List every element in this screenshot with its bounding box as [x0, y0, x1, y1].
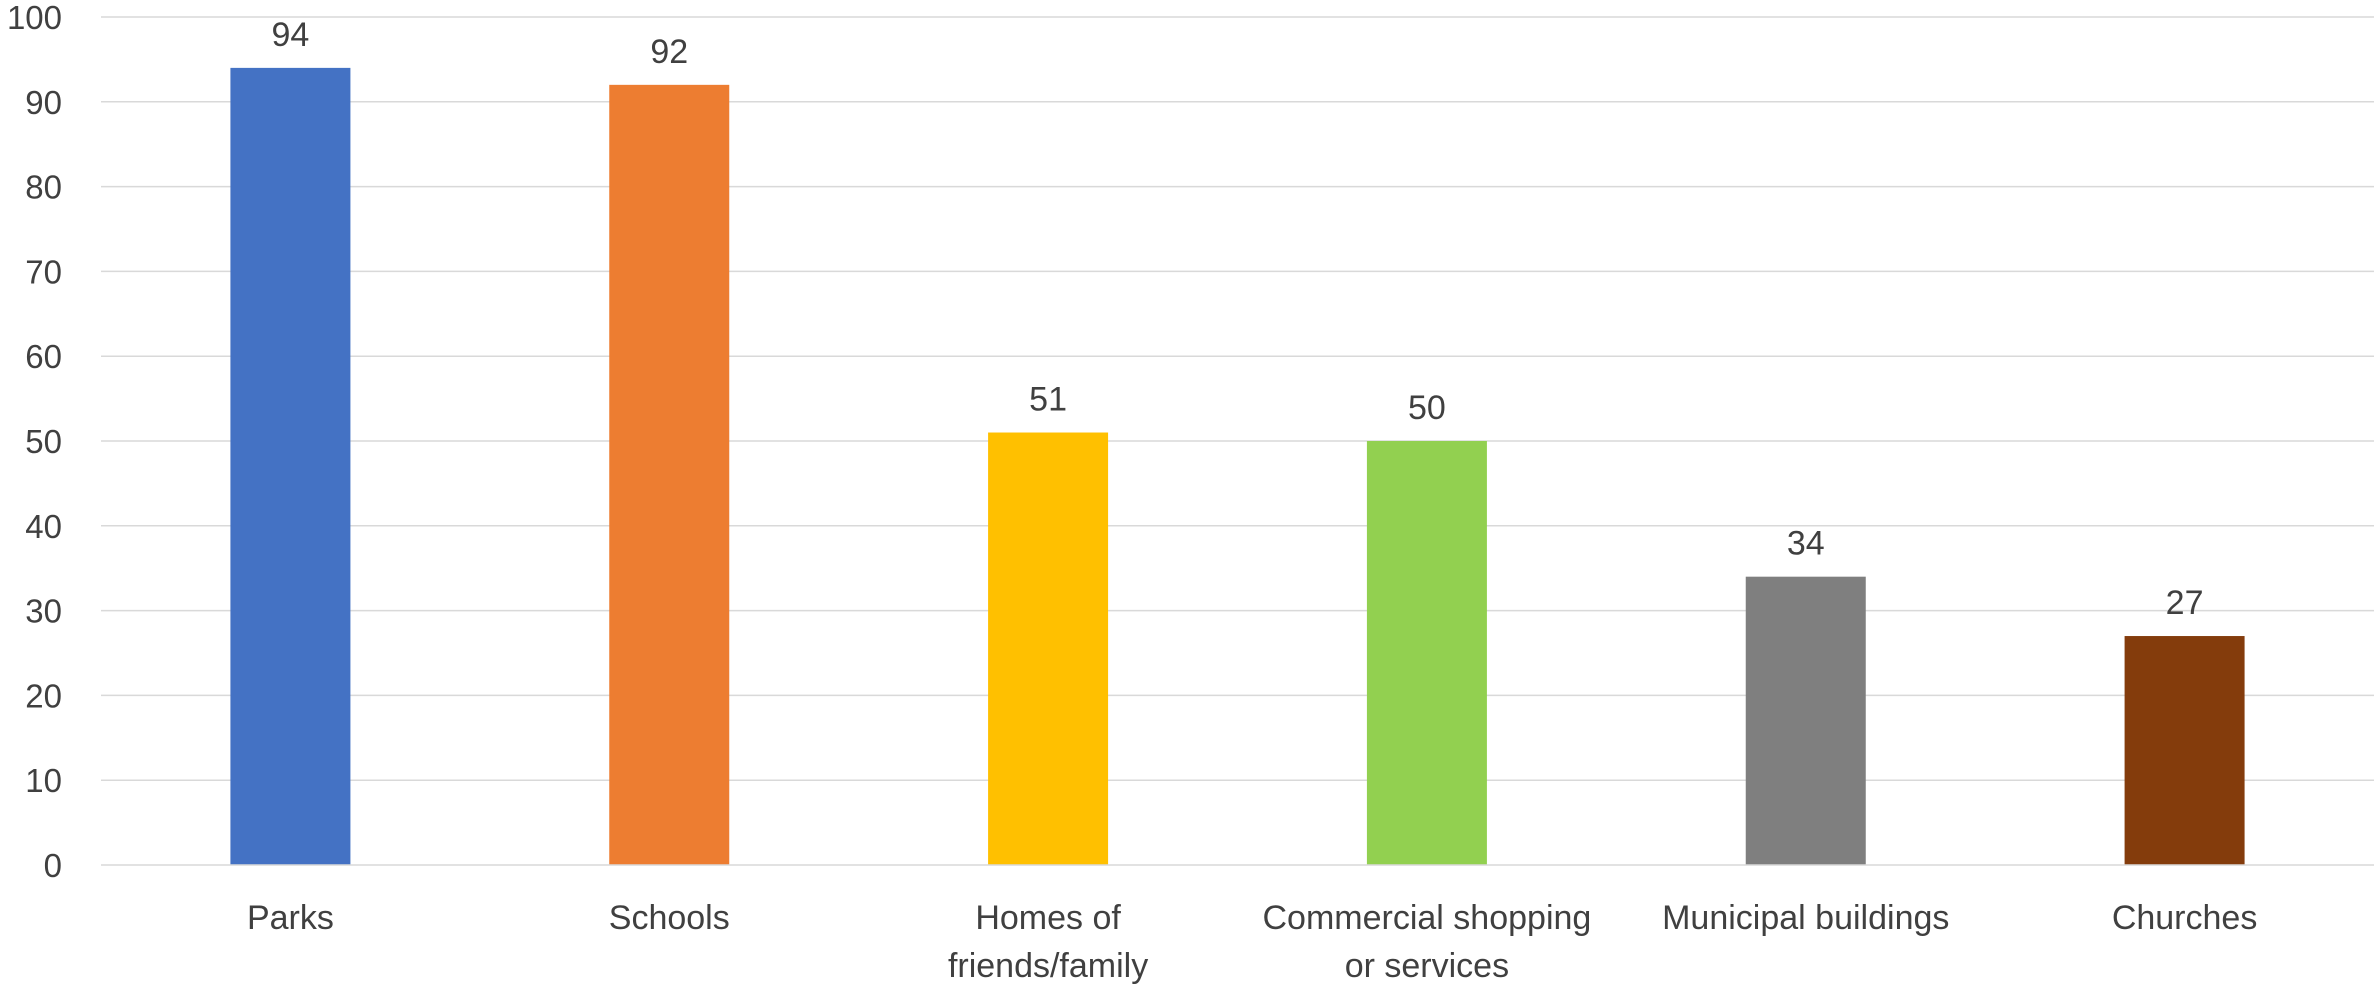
x-axis-category-labels: Parks Schools Homes of friends/family Commer…	[247, 899, 2257, 985]
bar	[230, 67, 351, 865]
bars	[230, 67, 2245, 866]
y-tick-label: 50	[25, 423, 62, 460]
y-tick-label: 80	[25, 169, 62, 206]
bar	[988, 432, 1109, 865]
x-category-label: Parks	[247, 899, 334, 937]
y-tick-label: 90	[25, 84, 62, 121]
y-tick-label: 60	[25, 338, 62, 375]
bar	[609, 84, 730, 866]
y-axis-tick-labels: 0 10 20 30 40 50 60 70 80 90 100	[7, 0, 62, 884]
data-label: 94	[272, 16, 310, 54]
x-category-label: Municipal buildings	[1662, 899, 1949, 937]
bar	[1745, 576, 1866, 865]
y-tick-label: 70	[25, 253, 62, 290]
x-category-label: Schools	[609, 899, 730, 937]
y-tick-label: 20	[25, 677, 62, 714]
y-tick-label: 100	[7, 0, 62, 36]
bar	[2124, 636, 2245, 865]
x-category-label: Commercial shopping	[1263, 899, 1592, 937]
data-label: 27	[2166, 584, 2204, 622]
gridlines	[101, 16, 2374, 781]
x-category-label: friends/family	[948, 947, 1148, 985]
y-tick-label: 40	[25, 508, 62, 545]
x-category-label: Homes of	[975, 899, 1121, 937]
x-category-label: Churches	[2112, 899, 2258, 937]
data-label: 50	[1408, 389, 1446, 427]
bar	[1366, 441, 1487, 865]
data-label: 51	[1029, 381, 1067, 419]
y-tick-label: 10	[25, 762, 62, 799]
data-labels: 94 92 51 50 34 27	[272, 16, 2204, 622]
data-label: 92	[650, 33, 688, 71]
y-tick-label: 30	[25, 593, 62, 630]
x-category-label: or services	[1345, 947, 1509, 985]
data-label: 34	[1787, 525, 1825, 563]
y-tick-label: 0	[44, 847, 62, 884]
